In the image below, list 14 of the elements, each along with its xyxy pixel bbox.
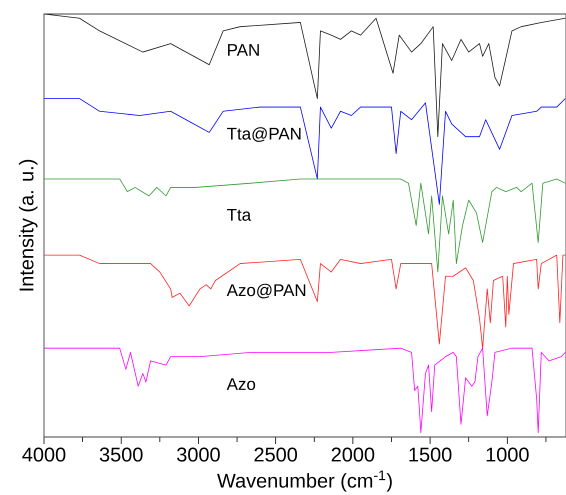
x-tick-label: 1500 — [409, 448, 452, 462]
series-label: Tta@PAN — [227, 127, 301, 142]
x-axis-title: Wavenumber (cm$^{-1}$) — [217, 470, 392, 492]
series-label: PAN — [228, 44, 259, 56]
series-label: Tta — [227, 209, 252, 221]
x-tick-label: 2000 — [332, 448, 374, 462]
x-tick-label: 2500 — [254, 448, 298, 462]
y-axis-title: Intensity (a. u.) — [18, 160, 38, 290]
x-tick-label: 4000 — [22, 448, 66, 462]
series-label: Azo@PAN — [226, 284, 306, 298]
x-tick-label: 1000 — [486, 448, 529, 462]
x-tick-label: 3500 — [100, 448, 143, 462]
series-label: Azo — [226, 378, 256, 390]
x-tick-label: 3000 — [177, 448, 220, 462]
